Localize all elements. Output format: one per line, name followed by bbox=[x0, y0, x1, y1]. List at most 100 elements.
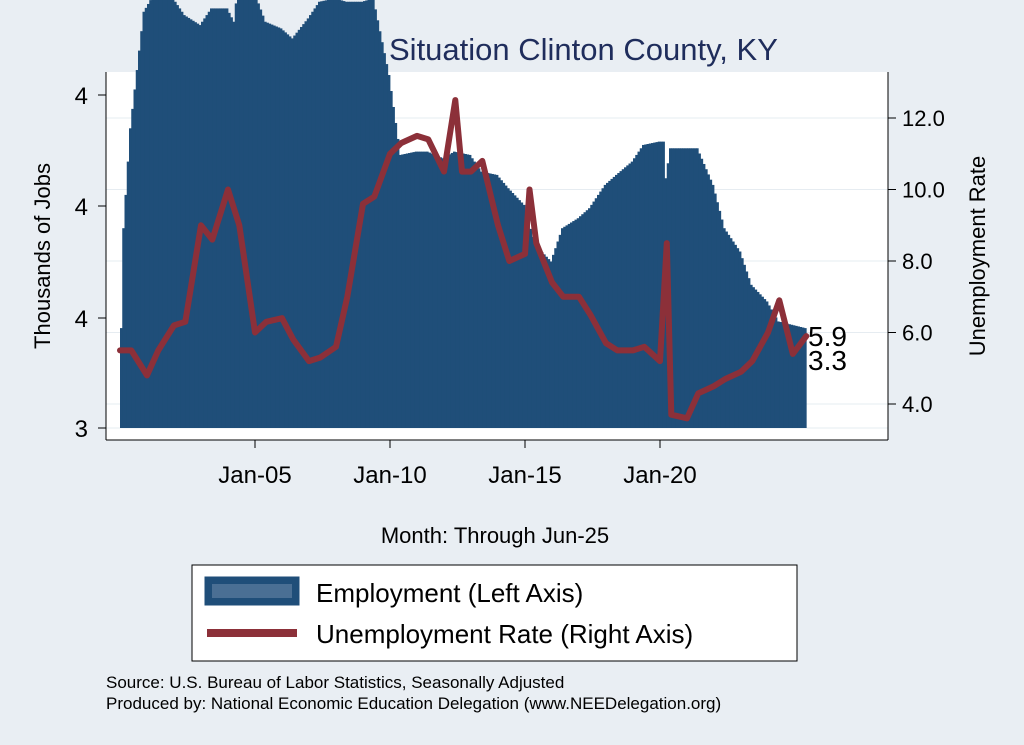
employment-bar bbox=[536, 247, 539, 428]
employment-bar bbox=[543, 254, 546, 428]
left-tick-label: 4 bbox=[75, 306, 88, 333]
employment-bar bbox=[673, 148, 677, 428]
employment-bar bbox=[394, 122, 398, 428]
employment-bar bbox=[468, 154, 472, 428]
employment-bar bbox=[367, 0, 371, 428]
employment-bar bbox=[747, 278, 751, 428]
employment-bar bbox=[259, 9, 263, 429]
employment-bar bbox=[423, 151, 427, 429]
employment-bar bbox=[171, 0, 175, 429]
employment-bar bbox=[624, 167, 627, 428]
employment-bar bbox=[621, 169, 625, 428]
employment-bar bbox=[158, 0, 161, 429]
employment-bar bbox=[174, 1, 177, 428]
employment-bar bbox=[241, 0, 245, 429]
employment-bar bbox=[133, 89, 137, 428]
employment-bar bbox=[716, 202, 719, 428]
employment-bar bbox=[500, 180, 503, 428]
employment-bar bbox=[750, 284, 753, 428]
employment-bar bbox=[392, 106, 395, 429]
employment-bar bbox=[680, 148, 683, 428]
employment-bar bbox=[126, 161, 130, 428]
employment-bar bbox=[228, 12, 231, 429]
right-axis-ticks: 12.0 10.0 8.0 6.0 4.0 bbox=[888, 106, 945, 417]
employment-bar bbox=[306, 18, 310, 428]
employment-bar bbox=[646, 144, 650, 428]
employment-bar bbox=[331, 0, 335, 428]
employment-bar bbox=[223, 8, 227, 428]
employment-bar bbox=[777, 321, 780, 428]
employment-bar bbox=[657, 141, 661, 428]
employment-bar bbox=[212, 8, 215, 428]
employment-bar bbox=[723, 228, 726, 428]
employment-bar bbox=[639, 148, 643, 428]
employment-bar bbox=[795, 325, 798, 428]
employment-bar bbox=[477, 168, 481, 428]
employment-bar bbox=[788, 324, 791, 428]
employment-bar bbox=[322, 0, 326, 429]
employment-bar bbox=[428, 152, 431, 428]
employment-bar bbox=[340, 0, 344, 429]
employment-bar bbox=[351, 1, 355, 428]
employment-bar bbox=[475, 164, 479, 428]
employment-bar bbox=[507, 188, 510, 428]
employment-bar bbox=[124, 194, 128, 428]
employment-bar bbox=[288, 36, 292, 428]
employment-bar bbox=[574, 219, 578, 428]
employment-bar bbox=[430, 153, 434, 428]
employment-bar bbox=[324, 0, 328, 429]
employment-bar bbox=[783, 323, 787, 428]
employment-bar bbox=[732, 241, 735, 428]
employment-bar bbox=[349, 1, 353, 428]
employment-bar bbox=[711, 184, 715, 428]
employment-bar bbox=[774, 317, 778, 428]
employment-bar bbox=[770, 309, 773, 428]
employment-bar bbox=[606, 182, 609, 428]
employment-bar bbox=[779, 321, 782, 428]
employment-bar bbox=[572, 221, 575, 428]
right-tick-label: 4.0 bbox=[902, 392, 933, 417]
unemployment-series-line bbox=[117, 97, 810, 422]
employment-bar bbox=[313, 8, 317, 428]
employment-bar bbox=[493, 174, 497, 428]
right-tick-label: 6.0 bbox=[902, 321, 933, 346]
employment-bar bbox=[700, 158, 704, 428]
employment-bar bbox=[765, 301, 769, 428]
employment-bar bbox=[729, 238, 733, 428]
employment-series bbox=[120, 0, 807, 429]
employment-bar bbox=[140, 31, 143, 429]
employment-bar bbox=[187, 17, 191, 429]
employment-bar bbox=[522, 204, 526, 428]
x-tick-label: Jan-15 bbox=[488, 462, 561, 489]
employment-bar bbox=[230, 17, 233, 429]
employment-bar bbox=[579, 216, 582, 428]
employment-bar bbox=[183, 15, 186, 429]
employment-bar bbox=[642, 144, 645, 428]
employment-bar bbox=[768, 305, 771, 428]
employment-bar bbox=[617, 173, 620, 428]
employment-bar bbox=[741, 258, 744, 428]
legend-label-employment: Employment (Left Axis) bbox=[316, 578, 583, 608]
x-tick-label: Jan-10 bbox=[353, 462, 426, 489]
employment-bar bbox=[603, 184, 607, 428]
employment-bar bbox=[432, 154, 436, 428]
employment-bar bbox=[637, 151, 641, 429]
employment-bar bbox=[581, 214, 584, 428]
employment-bar bbox=[484, 172, 488, 428]
employment-bar bbox=[372, 0, 375, 429]
employment-bar bbox=[441, 158, 445, 428]
employment-bar bbox=[284, 32, 287, 429]
employment-bar bbox=[435, 155, 438, 429]
employment-bar bbox=[797, 326, 800, 428]
employment-bar bbox=[232, 21, 236, 429]
employment-bar bbox=[448, 154, 452, 428]
employment-bar bbox=[189, 19, 193, 429]
employment-bar bbox=[457, 152, 461, 428]
employment-bar bbox=[268, 23, 272, 428]
employment-bar bbox=[684, 148, 688, 428]
legend: Employment (Left Axis) Unemployment Rate… bbox=[191, 564, 798, 662]
employment-bar bbox=[439, 157, 443, 428]
employment-bar bbox=[738, 251, 742, 428]
employment-bar bbox=[246, 0, 249, 429]
employment-bar bbox=[347, 1, 350, 428]
